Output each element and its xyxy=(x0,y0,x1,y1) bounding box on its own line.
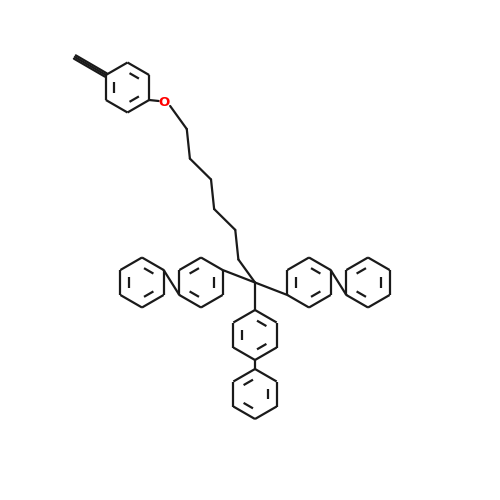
Text: O: O xyxy=(158,96,170,109)
